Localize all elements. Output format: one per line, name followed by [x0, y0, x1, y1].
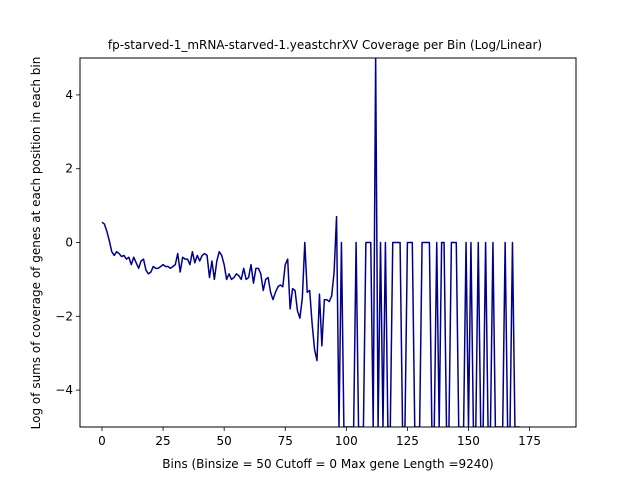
- y-tick-label-2: 2: [65, 162, 73, 176]
- x-tick-label-0: 0: [98, 434, 106, 448]
- y-axis-label: Log of sums of coverage of genes at each…: [29, 57, 43, 430]
- x-tick-label-25: 25: [155, 434, 170, 448]
- x-tick-label-100: 100: [335, 434, 358, 448]
- x-tick-label-50: 50: [217, 434, 232, 448]
- x-axis-label: Bins (Binsize = 50 Cutoff = 0 Max gene L…: [162, 457, 493, 471]
- x-tick-label-125: 125: [396, 434, 419, 448]
- series-line-0: [101, 58, 520, 427]
- y-tick-label-0: 0: [65, 236, 73, 250]
- x-tick-label-75: 75: [278, 434, 293, 448]
- y-tick-label--2: −2: [55, 309, 73, 323]
- y-tick-label--4: −4: [55, 383, 73, 397]
- chart-title: fp-starved-1_mRNA-starved-1.yeastchrXV C…: [108, 38, 542, 52]
- x-tick-label-175: 175: [518, 434, 541, 448]
- y-axis: −4 −2 0 2 4: [55, 88, 80, 397]
- series-layer: [101, 58, 520, 427]
- y-tick-label-4: 4: [65, 88, 73, 102]
- x-tick-label-150: 150: [457, 434, 480, 448]
- x-axis: 0 25 50 75 100 125 150 175: [98, 427, 541, 448]
